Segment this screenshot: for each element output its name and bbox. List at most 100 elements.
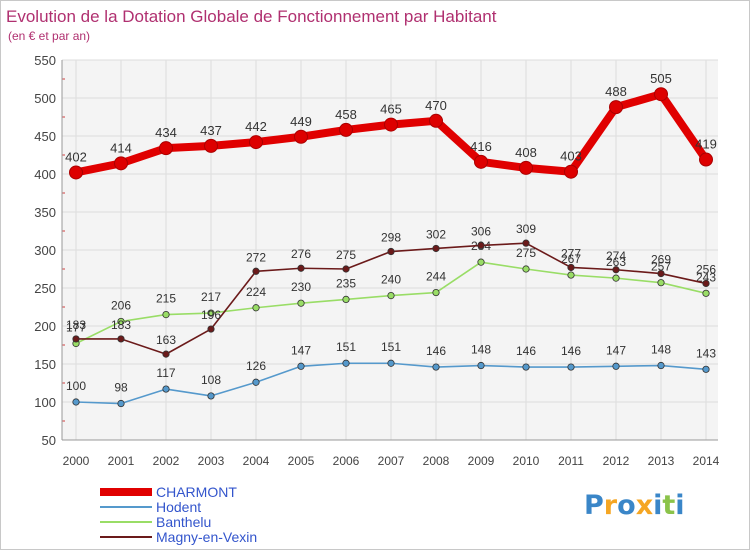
data-point [69, 165, 83, 180]
x-tick-label: 2009 [468, 454, 495, 468]
data-point [702, 289, 710, 297]
data-point [477, 241, 485, 250]
data-label: 147 [606, 343, 626, 357]
data-point [612, 274, 620, 282]
data-label: 306 [471, 224, 491, 238]
y-tick-label: 200 [34, 319, 56, 334]
data-label: 470 [425, 98, 447, 113]
data-label: 100 [66, 379, 86, 393]
logo-letter: o [617, 490, 636, 521]
data-label: 309 [516, 222, 536, 236]
data-label: 257 [651, 260, 671, 274]
data-point [117, 399, 125, 408]
data-point [387, 359, 395, 367]
data-point [612, 266, 620, 274]
chart-subtitle: (en € et par an) [8, 29, 90, 43]
x-tick-label: 2005 [288, 454, 315, 468]
data-label: 98 [114, 381, 128, 395]
data-point [477, 361, 485, 370]
data-label: 240 [381, 273, 401, 287]
data-point [522, 239, 530, 247]
data-point [567, 271, 575, 279]
data-point [252, 378, 260, 386]
axes: 50 100 150 200 250 300 350 400 450 500 550 2000 2001… [34, 53, 719, 468]
data-label: 146 [561, 344, 581, 358]
data-label: 488 [605, 84, 627, 99]
x-tick-label: 2014 [693, 454, 720, 468]
data-label: 449 [290, 114, 312, 129]
y-tick-label: 250 [34, 281, 56, 296]
data-label: 147 [291, 343, 311, 357]
data-point [609, 100, 623, 115]
data-point [342, 359, 350, 367]
logo-letter: r [603, 490, 618, 521]
y-tick-label: 550 [34, 53, 56, 68]
data-label: 146 [426, 344, 446, 358]
logo-letter: t [662, 490, 676, 521]
data-point [387, 247, 395, 256]
data-point [384, 117, 398, 132]
data-label: 267 [561, 252, 581, 266]
legend-label: Banthelu [156, 514, 211, 530]
data-point [567, 263, 575, 272]
data-point [519, 160, 533, 175]
data-point [72, 335, 80, 343]
data-point [612, 362, 620, 370]
data-point [342, 295, 350, 303]
data-label: 177 [66, 320, 86, 334]
data-label: 230 [291, 280, 311, 294]
data-label: 276 [291, 247, 311, 261]
data-label: 505 [650, 71, 672, 86]
data-label: 402 [65, 149, 87, 164]
data-label: 183 [66, 318, 86, 332]
data-label: 403 [560, 149, 582, 164]
data-label: 274 [606, 249, 626, 263]
data-point [657, 361, 665, 370]
data-point [702, 279, 710, 288]
y-tick-label: 500 [34, 91, 56, 106]
data-point [72, 398, 80, 406]
data-point [297, 362, 305, 370]
data-label: 117 [156, 366, 175, 380]
data-point [162, 350, 170, 358]
data-label: 275 [516, 246, 536, 260]
data-point [162, 310, 170, 319]
data-point [117, 317, 125, 326]
proxiti-logo: Proxiti [584, 490, 685, 521]
data-label: 151 [336, 340, 356, 354]
data-label: 148 [471, 343, 491, 357]
data-point [522, 265, 530, 273]
data-label: 215 [156, 292, 176, 306]
data-label: 244 [426, 270, 446, 284]
data-label: 256 [696, 262, 716, 276]
data-label: 277 [561, 246, 581, 260]
x-tick-label: 2002 [153, 454, 180, 468]
data-label: 163 [156, 333, 176, 347]
logo-letter: P [584, 490, 604, 521]
data-label: 235 [336, 276, 356, 290]
data-label: 414 [110, 140, 132, 155]
data-point [477, 258, 485, 266]
data-label: 148 [651, 343, 671, 357]
data-point [252, 304, 260, 312]
data-point [657, 279, 665, 287]
y-tick-label: 300 [34, 243, 56, 258]
y-tick-label: 150 [34, 357, 56, 372]
series-banthelu: 1772062152172242302352402442842752672632… [66, 239, 716, 348]
data-label: 183 [111, 318, 131, 332]
data-label: 217 [201, 290, 221, 304]
y-tick-label: 350 [34, 205, 56, 220]
x-tick-label: 2004 [243, 454, 270, 468]
data-point [207, 325, 215, 333]
series-hodent: 100 98 117 108 126 147 151 151 146 148 146 146 147 14… [66, 340, 716, 408]
x-tick-label: 2012 [603, 454, 630, 468]
data-point [249, 135, 263, 150]
data-label: 206 [111, 298, 131, 312]
data-point [564, 164, 578, 179]
data-label: 419 [695, 137, 717, 152]
data-label: 224 [246, 285, 266, 299]
data-point [654, 87, 668, 102]
data-point [522, 363, 530, 371]
